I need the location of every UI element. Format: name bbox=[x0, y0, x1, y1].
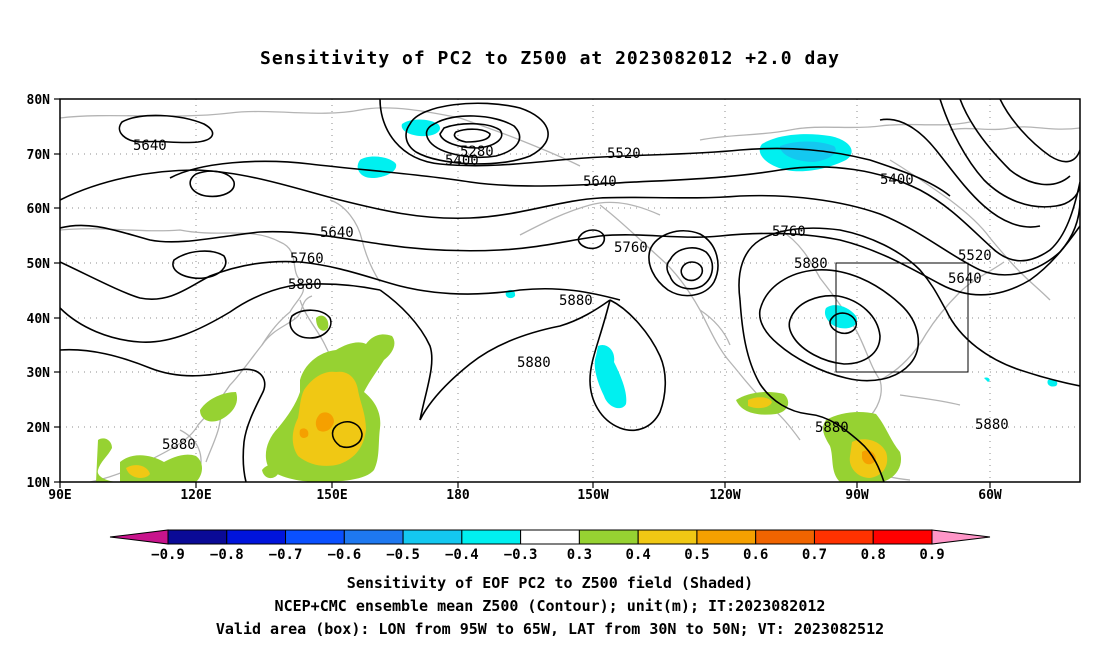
colorbar-segment bbox=[167, 529, 228, 545]
lat-label: 80N bbox=[27, 93, 51, 108]
colorbar-segment bbox=[578, 529, 639, 545]
lat-label: 30N bbox=[27, 366, 51, 381]
colorbar-segment bbox=[109, 529, 169, 545]
axis-ticks bbox=[54, 98, 991, 488]
negative-sensitivity-areas bbox=[357, 119, 1058, 409]
colorbar-segment bbox=[520, 529, 580, 545]
colorbar-label: −0.6 bbox=[327, 547, 361, 563]
contour-label: 5520 bbox=[958, 248, 992, 264]
map-title: Sensitivity of PC2 to Z500 at 2023082012… bbox=[259, 48, 840, 69]
colorbar-segment bbox=[813, 529, 874, 545]
contour-label: 5760 bbox=[614, 240, 648, 256]
positive-sensitivity-areas bbox=[96, 315, 902, 482]
colorbar-segment bbox=[285, 529, 345, 545]
lat-label: 10N bbox=[27, 476, 51, 491]
colorbar-segment bbox=[931, 529, 991, 545]
contour-labels: 5640 5280 5400 5520 5640 5400 5640 5760 … bbox=[133, 138, 1009, 453]
lon-label: 120E bbox=[180, 488, 211, 503]
lat-label: 40N bbox=[27, 312, 51, 327]
lat-gridlines bbox=[60, 153, 1080, 428]
contour-label: 5880 bbox=[794, 256, 828, 272]
lon-label: 150E bbox=[316, 488, 347, 503]
lat-label: 50N bbox=[27, 257, 51, 272]
colorbar-label: 0.7 bbox=[802, 547, 827, 563]
colorbar-label: 0.9 bbox=[919, 547, 944, 563]
colorbar bbox=[109, 529, 991, 545]
colorbar-label: −0.9 bbox=[151, 547, 185, 563]
valid-area-box bbox=[835, 262, 969, 373]
lat-label: 20N bbox=[27, 421, 51, 436]
colorbar-segment bbox=[637, 529, 698, 545]
contour-label: 5640 bbox=[948, 271, 982, 287]
contour-label: 5400 bbox=[445, 153, 479, 169]
lon-labels: 90E 120E 150E 180 150W 120W 90W 60W bbox=[48, 488, 1002, 503]
colorbar-segment bbox=[696, 529, 757, 545]
colorbar-segment bbox=[402, 529, 463, 545]
colorbar-label: −0.7 bbox=[269, 547, 303, 563]
contour-label: 5880 bbox=[815, 420, 849, 436]
contour-label: 5880 bbox=[517, 355, 551, 371]
colorbar-labels: −0.9 −0.8 −0.7 −0.6 −0.5 −0.4 −0.3 0.3 0.4 0.5 0.6… bbox=[151, 547, 945, 563]
lat-label: 70N bbox=[27, 148, 51, 163]
contour-label: 5880 bbox=[559, 293, 593, 309]
colorbar-segment bbox=[343, 529, 404, 545]
lon-label: 150W bbox=[577, 488, 608, 503]
contour-label: 5400 bbox=[880, 172, 914, 188]
map-frame bbox=[59, 98, 1081, 483]
contour-label: 5280 bbox=[460, 144, 494, 160]
contour-label: 5760 bbox=[772, 224, 806, 240]
lat-label: 60N bbox=[27, 202, 51, 217]
colorbar-label: 0.4 bbox=[626, 547, 651, 563]
lon-label: 60W bbox=[978, 488, 1002, 503]
colorbar-label: −0.4 bbox=[445, 547, 479, 563]
contour-label: 5880 bbox=[975, 417, 1009, 433]
contour-label: 5760 bbox=[290, 251, 324, 267]
colorbar-label: 0.8 bbox=[861, 547, 886, 563]
colorbar-label: −0.5 bbox=[386, 547, 420, 563]
colorbar-segment bbox=[755, 529, 815, 545]
lat-labels: 80N 70N 60N 50N 40N 30N 20N 10N bbox=[27, 93, 51, 491]
caption-line-2: NCEP+CMC ensemble mean Z500 (Contour); u… bbox=[274, 597, 826, 615]
contour-label: 5520 bbox=[607, 146, 641, 162]
contour-label: 5880 bbox=[162, 437, 196, 453]
lon-label: 90W bbox=[845, 488, 869, 503]
colorbar-label: −0.3 bbox=[504, 547, 538, 563]
contour-label: 5880 bbox=[288, 277, 322, 293]
colorbar-segment bbox=[461, 529, 522, 545]
colorbar-segment bbox=[226, 529, 287, 545]
caption-line-1: Sensitivity of EOF PC2 to Z500 field (Sh… bbox=[346, 574, 754, 592]
contour-label: 5640 bbox=[583, 174, 617, 190]
contour-label: 5640 bbox=[320, 225, 354, 241]
lon-label: 120W bbox=[709, 488, 740, 503]
contour-label: 5640 bbox=[133, 138, 167, 154]
lon-label: 180 bbox=[446, 488, 470, 503]
z500-contours bbox=[60, 99, 1080, 482]
colorbar-label: 0.3 bbox=[567, 547, 592, 563]
lon-label: 90E bbox=[48, 488, 71, 503]
caption-line-3: Valid area (box): LON from 95W to 65W, L… bbox=[215, 620, 885, 638]
colorbar-label: 0.6 bbox=[743, 547, 768, 563]
colorbar-label: −0.8 bbox=[210, 547, 244, 563]
colorbar-label: 0.5 bbox=[684, 547, 709, 563]
colorbar-segment bbox=[872, 529, 933, 545]
